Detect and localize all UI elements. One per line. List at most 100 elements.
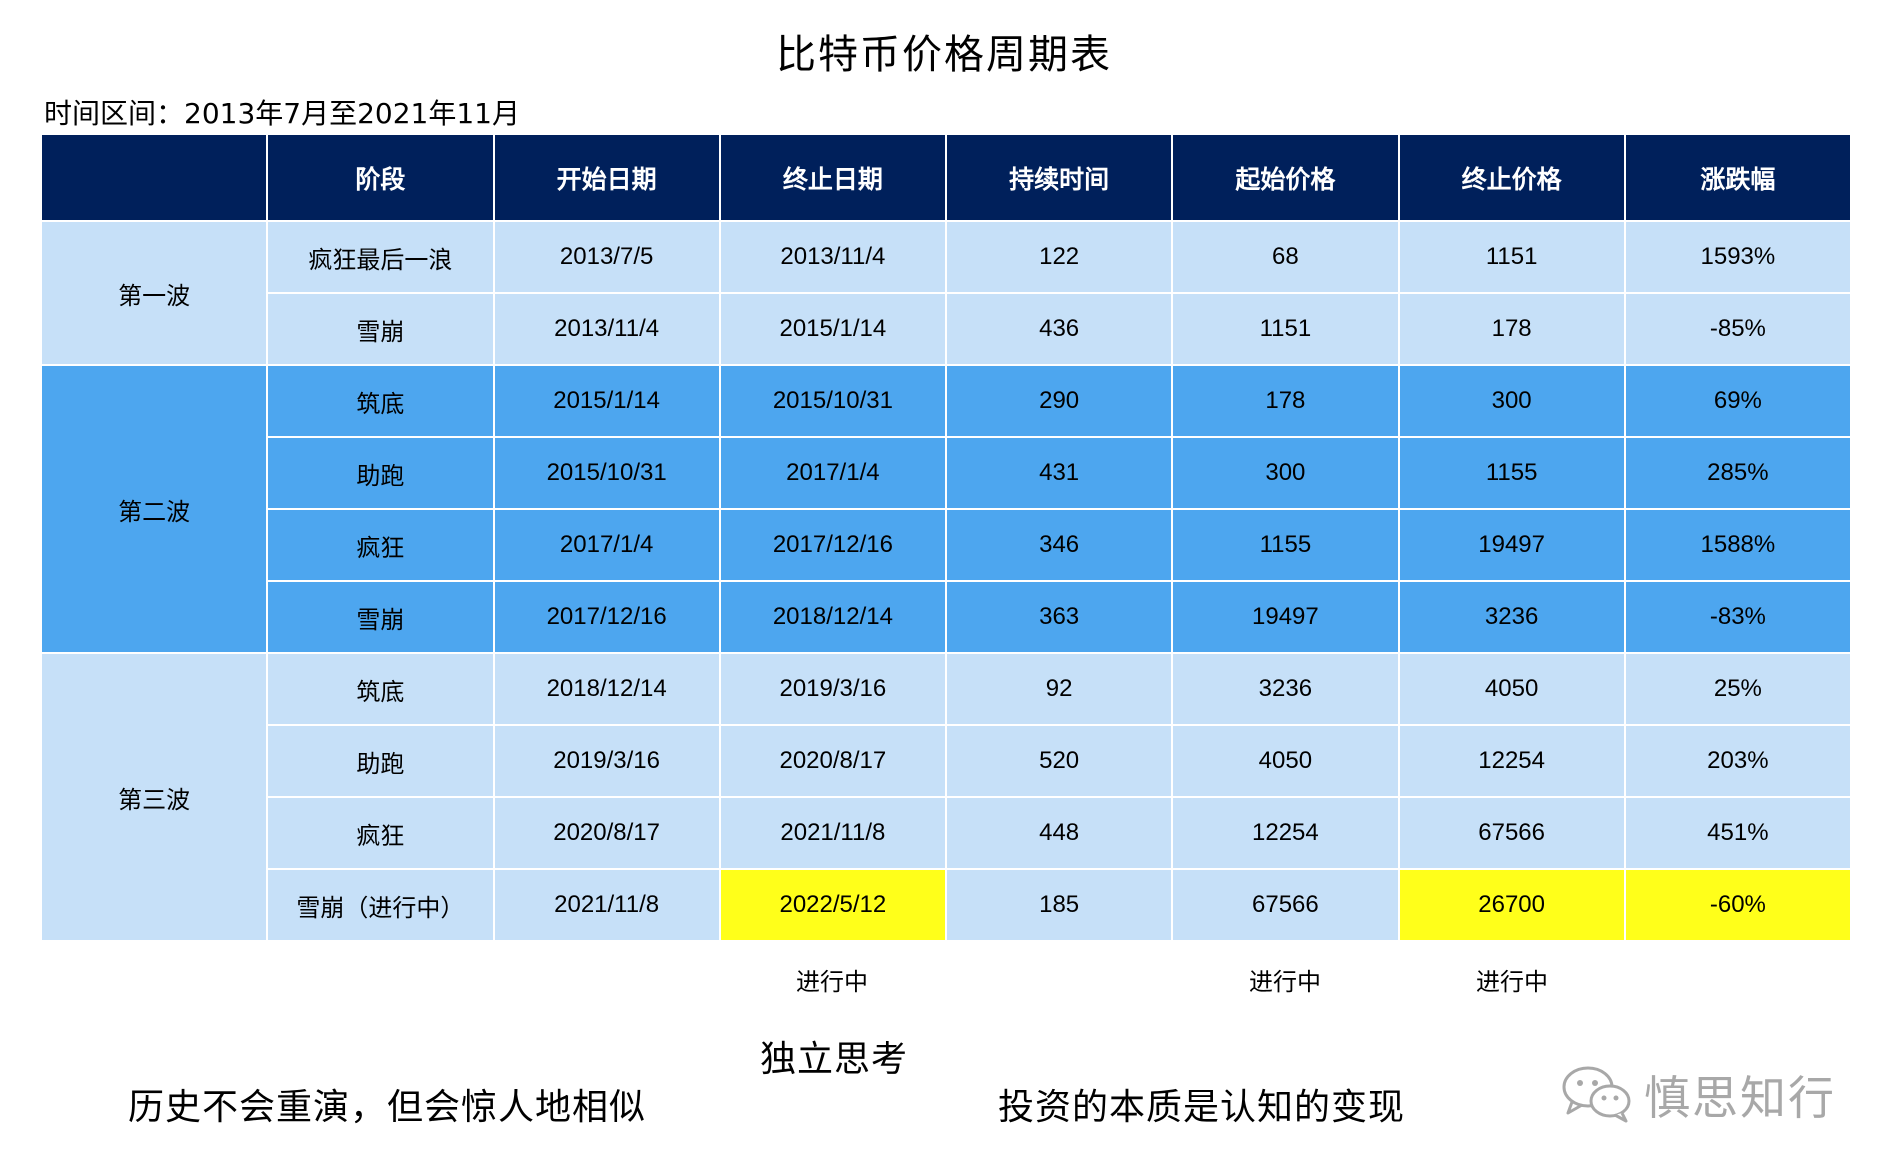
start-date-cell: 2015/10/31 [492,436,721,510]
duration-cell: 185 [944,868,1174,942]
table-row: 第一波 疯狂最后一浪 2013/7/5 2013/11/4 122 68 115… [39,220,1853,366]
table-header-row: 阶段 开始日期 终止日期 持续时间 起始价格 终止价格 涨跌幅 [39,133,1853,222]
end-date-cell: 2017/12/16 [718,508,948,582]
table-row: 雪崩（进行中） 2021/11/8 2022/5/12 185 67566 26… [41,868,1853,942]
start-price-cell: 1151 [1171,292,1400,366]
duration-cell: 92 [944,652,1174,726]
table-row: 雪崩 2017/12/16 2018/12/14 363 19497 3236 … [41,580,1853,654]
end-price-cell-highlighted: 26700 [1397,868,1626,942]
duration-cell: 290 [944,364,1174,438]
start-price-cell: 67566 [1171,868,1400,942]
stage-cell: 雪崩 [266,292,495,366]
stage-cell: 筑底 [266,364,495,438]
header-start-date: 开始日期 [492,133,721,222]
table-row: 第三波 筑底 2018/12/14 2019/3/16 92 3236 4050… [39,652,1853,942]
change-cell: 69% [1623,364,1853,438]
change-cell: -85% [1623,292,1853,366]
table-row: 疯狂 2017/1/4 2017/12/16 346 1155 19497 15… [41,508,1853,582]
table-row: 第二波 筑底 2015/1/14 2015/10/31 290 178 300 … [39,364,1853,654]
in-progress-notes: 进行中 进行中 进行中 [40,962,1852,996]
page-title: 比特币价格周期表 [776,32,1112,78]
change-cell: 1588% [1623,508,1853,582]
change-cell: 1593% [1623,220,1853,294]
stage-cell: 助跑 [266,724,495,798]
end-price-cell: 1155 [1397,436,1626,510]
start-price-cell: 19497 [1171,580,1400,654]
duration-cell: 448 [944,796,1174,870]
start-price-cell: 300 [1171,436,1400,510]
stage-cell: 疯狂 [266,508,495,582]
table-row: 疯狂 2020/8/17 2021/11/8 448 12254 67566 4… [41,796,1853,870]
end-price-cell: 3236 [1397,580,1626,654]
end-price-cell: 1151 [1397,220,1626,294]
start-price-cell: 68 [1171,220,1400,294]
table-row: 助跑 2019/3/16 2020/8/17 520 4050 12254 20… [41,724,1853,798]
wave-label: 第三波 [39,652,269,942]
header-duration: 持续时间 [944,133,1174,222]
slogan-history: 历史不会重演，但会惊人地相似 [128,1087,647,1128]
start-price-cell: 1155 [1171,508,1400,582]
brand-watermark: 慎思知行 [1560,1062,1836,1128]
slogan-independent-thinking: 独立思考 [760,1039,909,1080]
start-date-cell: 2017/12/16 [492,580,721,654]
start-price-cell: 3236 [1171,652,1400,726]
stage-cell: 疯狂 [266,796,495,870]
duration-cell: 436 [944,292,1174,366]
start-date-cell: 2015/1/14 [492,364,721,438]
end-date-cell: 2017/1/4 [718,436,948,510]
change-in-progress-note: 进行中 [1476,968,1548,996]
end-date-cell-highlighted: 2022/5/12 [718,868,948,942]
stage-cell: 助跑 [266,436,495,510]
stage-cell: 雪崩（进行中） [266,868,495,942]
stage-cell: 筑底 [266,652,495,726]
end-price-cell: 12254 [1397,724,1626,798]
end-date-cell: 2019/3/16 [718,652,948,726]
start-price-cell: 4050 [1171,724,1400,798]
duration-cell: 363 [944,580,1174,654]
wechat-icon [1560,1063,1634,1127]
start-date-cell: 2013/7/5 [492,220,721,294]
header-end-price: 终止价格 [1397,133,1626,222]
table-row: 雪崩 2013/11/4 2015/1/14 436 1151 178 -85% [41,292,1853,366]
header-wave [39,133,269,222]
start-price-cell: 178 [1171,364,1400,438]
end-date-cell: 2020/8/17 [718,724,948,798]
stage-cell: 雪崩 [266,580,495,654]
duration-cell: 520 [944,724,1174,798]
brand-name: 慎思知行 [1644,1071,1836,1125]
start-price-cell: 12254 [1171,796,1400,870]
end-date-in-progress-note: 进行中 [796,968,868,996]
start-date-cell: 2019/3/16 [492,724,721,798]
end-price-cell: 178 [1397,292,1626,366]
start-date-cell: 2017/1/4 [492,508,721,582]
end-date-cell: 2015/10/31 [718,364,948,438]
table-row: 助跑 2015/10/31 2017/1/4 431 300 1155 285% [41,436,1853,510]
header-stage: 阶段 [266,133,495,222]
start-date-cell: 2020/8/17 [492,796,721,870]
end-date-cell: 2015/1/14 [718,292,948,366]
duration-cell: 346 [944,508,1174,582]
change-cell: -83% [1623,580,1853,654]
wave-label: 第一波 [39,220,269,366]
end-price-cell: 19497 [1397,508,1626,582]
end-price-in-progress-note: 进行中 [1249,968,1321,996]
slogan-investment: 投资的本质是认知的变现 [998,1087,1406,1128]
header-end-date: 终止日期 [718,133,948,222]
duration-cell: 122 [944,220,1174,294]
time-range-label: 时间区间：2013年7月至2021年11月 [44,97,520,130]
start-date-cell: 2013/11/4 [492,292,721,366]
start-date-cell: 2018/12/14 [492,652,721,726]
end-price-cell: 67566 [1397,796,1626,870]
change-cell-highlighted: -60% [1623,868,1853,942]
end-date-cell: 2021/11/8 [718,796,948,870]
price-cycle-table: 阶段 开始日期 终止日期 持续时间 起始价格 终止价格 涨跌幅 第一波 疯狂最后… [39,133,1853,942]
change-cell: 203% [1623,724,1853,798]
end-date-cell: 2018/12/14 [718,580,948,654]
stage-cell: 疯狂最后一浪 [266,220,495,294]
header-start-price: 起始价格 [1171,133,1400,222]
header-change: 涨跌幅 [1623,133,1853,222]
end-price-cell: 300 [1397,364,1626,438]
wave-label: 第二波 [39,364,269,654]
change-cell: 285% [1623,436,1853,510]
duration-cell: 431 [944,436,1174,510]
